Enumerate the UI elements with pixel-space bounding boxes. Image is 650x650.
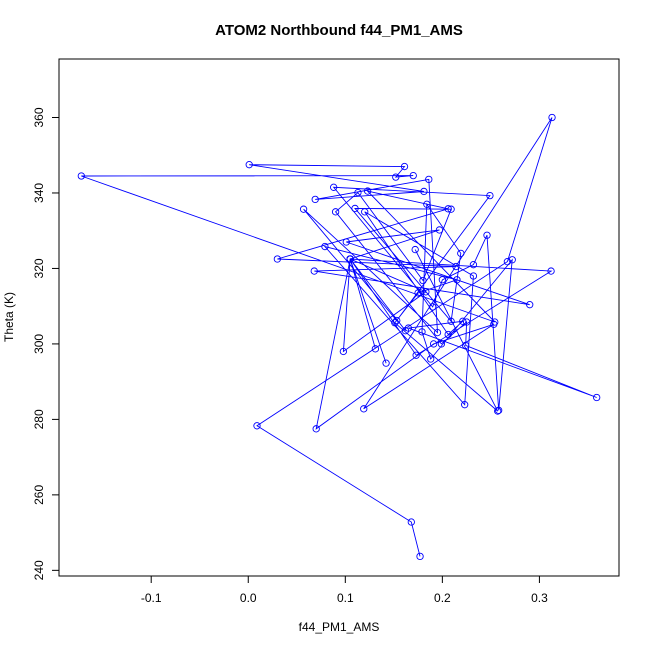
data-point	[457, 249, 465, 257]
data-point	[339, 347, 348, 356]
data-point	[354, 188, 362, 197]
data-point	[447, 317, 455, 325]
data-point	[416, 552, 424, 561]
y-tick-label: 320	[32, 258, 46, 278]
data-point	[593, 393, 601, 402]
data-point	[331, 208, 340, 216]
data-point	[321, 242, 329, 251]
data-point	[253, 422, 261, 430]
data-point	[299, 205, 308, 213]
data-point	[400, 162, 409, 171]
data-point	[418, 328, 426, 336]
data-point	[491, 318, 499, 326]
x-tick-label: 0.1	[337, 591, 354, 605]
data-point	[494, 407, 502, 415]
y-tick-label: 260	[32, 485, 46, 505]
data-point	[453, 276, 461, 284]
data-point	[411, 245, 419, 254]
data-point	[447, 205, 455, 213]
data-point	[526, 301, 534, 309]
data-point	[409, 171, 417, 180]
y-tick-label: 300	[32, 334, 46, 354]
data-point	[407, 518, 415, 526]
data-point	[342, 238, 350, 246]
data-point	[382, 359, 390, 367]
data-point	[459, 317, 467, 325]
data-point	[371, 345, 380, 353]
data-point	[412, 351, 420, 359]
data-point	[486, 191, 494, 200]
data-point	[495, 406, 503, 414]
data-point	[437, 340, 446, 348]
data-point	[462, 341, 470, 350]
data-point	[503, 257, 512, 266]
y-axis-label: Theta (K)	[2, 292, 16, 342]
data-point	[351, 204, 359, 213]
x-tick-label: -0.1	[141, 591, 162, 605]
data-point	[392, 173, 400, 181]
data-point	[435, 226, 444, 234]
data-point	[393, 316, 401, 325]
data-point	[310, 267, 318, 275]
y-tick-label: 340	[32, 183, 46, 203]
data-point	[77, 172, 85, 180]
y-tick-label: 360	[32, 107, 46, 127]
data-point	[461, 401, 469, 409]
data-point	[423, 200, 431, 208]
data-point	[427, 355, 435, 363]
data-point	[391, 319, 399, 327]
data-point	[419, 276, 427, 285]
data-point	[444, 205, 452, 213]
data-point	[360, 405, 368, 413]
data-point	[469, 261, 478, 269]
data-point	[346, 255, 354, 263]
data-point	[548, 113, 556, 122]
data-point	[311, 195, 319, 204]
data-point	[444, 330, 452, 339]
data-point	[462, 318, 471, 326]
data-point	[429, 303, 437, 311]
data-point	[363, 187, 372, 195]
data-point	[273, 255, 282, 263]
x-tick-label: 0.0	[240, 591, 257, 605]
y-tick-label: 280	[32, 409, 46, 429]
chart-title: ATOM2 Northbound f44_PM1_AMS	[215, 22, 463, 39]
data-point	[429, 340, 438, 348]
data-point	[414, 289, 422, 297]
data-point	[425, 175, 433, 184]
y-tick-label: 240	[32, 560, 46, 580]
data-point	[433, 328, 442, 337]
data-point	[420, 187, 428, 196]
x-tick-label: 0.2	[434, 591, 451, 605]
data-point	[469, 272, 478, 280]
data-point	[422, 288, 430, 296]
x-axis-label: f44_PM1_AMS	[299, 620, 380, 634]
data-point	[361, 208, 369, 216]
axes: -0.1 0.0 0.1 0.2 0.3 240 260 280 300 320 340 360	[32, 58, 620, 605]
data-point	[547, 267, 555, 275]
plot-frame	[58, 58, 620, 577]
data-point	[312, 425, 320, 433]
data-point	[438, 276, 447, 284]
x-tick-label: 0.3	[531, 591, 548, 605]
data-point	[508, 256, 516, 264]
data-point	[404, 324, 413, 332]
series-line	[81, 117, 597, 557]
plot-area	[77, 113, 601, 561]
data-point	[245, 161, 253, 169]
data-point	[330, 183, 338, 191]
data-point	[452, 262, 460, 271]
data-point	[483, 231, 491, 239]
